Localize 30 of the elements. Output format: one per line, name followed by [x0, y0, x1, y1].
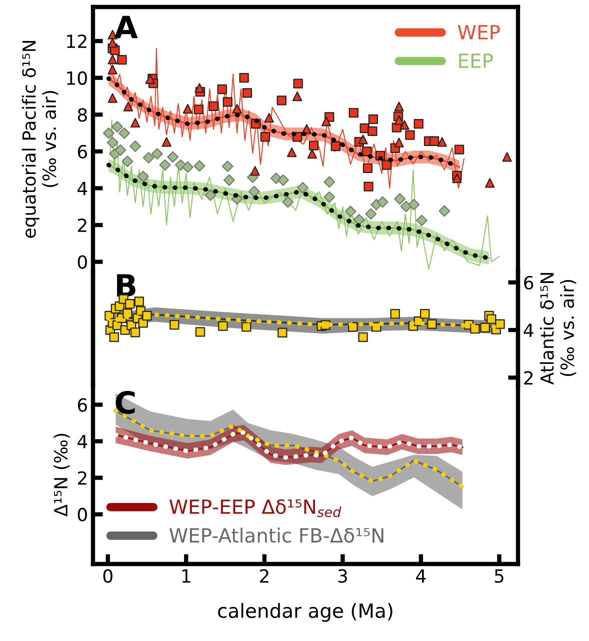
- x-tick-label: 5: [494, 569, 504, 583]
- annotation: C: [116, 390, 135, 414]
- y-tick-label: 6: [78, 398, 87, 412]
- legend-label: WEP-Atlantic FB-Δδ¹⁵N: [169, 528, 384, 543]
- x-tick-label: 0: [103, 569, 112, 583]
- y-axis-title: equatorial Pacific δ¹⁵N (‰ vs. air): [22, 40, 58, 238]
- legend-label: WEP: [458, 25, 500, 40]
- annotation: A: [114, 16, 138, 38]
- y2-tick-label: 4: [524, 324, 534, 337]
- legend-label: WEP-EEP Δδ¹⁵N$_{sed}$: [169, 499, 342, 518]
- x-tick-label: 4: [416, 569, 426, 583]
- y-tick-label: 4: [78, 434, 88, 448]
- y2-tick-label: 6: [524, 276, 534, 290]
- y-tick-label: 0: [78, 255, 87, 269]
- y2-tick-label: 2: [524, 371, 533, 384]
- legend-label: EEP: [459, 54, 493, 68]
- y-tick-label: 6: [78, 144, 87, 159]
- y-tick-label: 12: [67, 34, 86, 48]
- x-tick-label: 3: [338, 569, 347, 583]
- y-tick-label: 0: [78, 508, 87, 522]
- x-tick-label: 1: [182, 569, 190, 583]
- y-axis-title: Δ¹⁵N (‰): [54, 434, 70, 517]
- y2-axis-title: Atlantic δ¹⁵N (‰ vs. air): [540, 273, 576, 385]
- x-tick-label: 2: [260, 569, 268, 583]
- y-tick-label: 2: [78, 471, 86, 485]
- y-tick-label: 4: [78, 182, 88, 196]
- y-tick-label: 2: [78, 218, 86, 232]
- y-tick-label: 8: [78, 108, 87, 122]
- x-axis-title: calendar age (Ma): [218, 603, 392, 622]
- y-tick-label: 10: [67, 71, 87, 85]
